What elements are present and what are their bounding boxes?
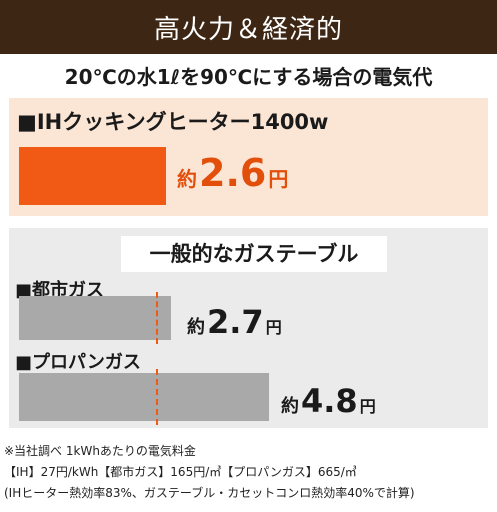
ih-price-unit: 円: [268, 167, 289, 191]
city-gas-price-prefix: 約: [187, 317, 205, 338]
banner-title: 高火力＆経済的: [153, 14, 343, 45]
footnote-line-2: 【IH】27円/kWh【都市ガス】165円/㎥【プロパンガス】665/㎥: [4, 465, 357, 479]
ih-cost-bar: [19, 147, 166, 205]
subtitle: 20℃の水1ℓを90℃にする場合の電気代: [64, 65, 433, 89]
propane-gas-price-prefix: 約: [281, 396, 299, 417]
city-gas-reference-line: [156, 292, 158, 344]
propane-gas-cost-bar: [19, 373, 269, 421]
propane-gas-reference-line: [156, 369, 158, 425]
footnotes: ※当社調べ 1kWhあたりの電気料金 【IH】27円/kWh【都市ガス】165円…: [4, 441, 494, 504]
propane-gas-price: 約 4.8 円: [281, 385, 376, 417]
city-gas-cost-bar: [19, 296, 171, 340]
propane-gas-label: ■プロパンガス: [15, 352, 141, 373]
city-gas-price-unit: 円: [265, 318, 282, 337]
ih-price: 約 2.6 円: [177, 154, 288, 192]
gas-panel: 一般的なガステーブル ■都市ガス 約 2.7 円 ■プロパンガス 約 4.8 円: [9, 228, 488, 428]
ih-price-prefix: 約: [177, 167, 197, 191]
propane-gas-price-unit: 円: [359, 397, 376, 416]
banner: 高火力＆経済的: [0, 0, 497, 54]
ih-title: ■IHクッキングヒーター1400w: [17, 110, 329, 134]
footnote-line-1: ※当社調べ 1kWhあたりの電気料金: [4, 444, 196, 458]
gas-heading: 一般的なガステーブル: [121, 236, 387, 272]
city-gas-label: ■都市ガス: [15, 280, 105, 301]
ih-price-value: 2.6: [199, 151, 267, 195]
city-gas-price-value: 2.7: [207, 303, 264, 341]
footnote-line-3: (IHヒーター熱効率83%、ガステーブル・カセットコンロ熱効率40%で計算): [4, 486, 415, 500]
propane-gas-price-value: 4.8: [301, 382, 358, 420]
ih-panel: ■IHクッキングヒーター1400w 約 2.6 円: [9, 98, 488, 216]
city-gas-price: 約 2.7 円: [187, 306, 282, 338]
